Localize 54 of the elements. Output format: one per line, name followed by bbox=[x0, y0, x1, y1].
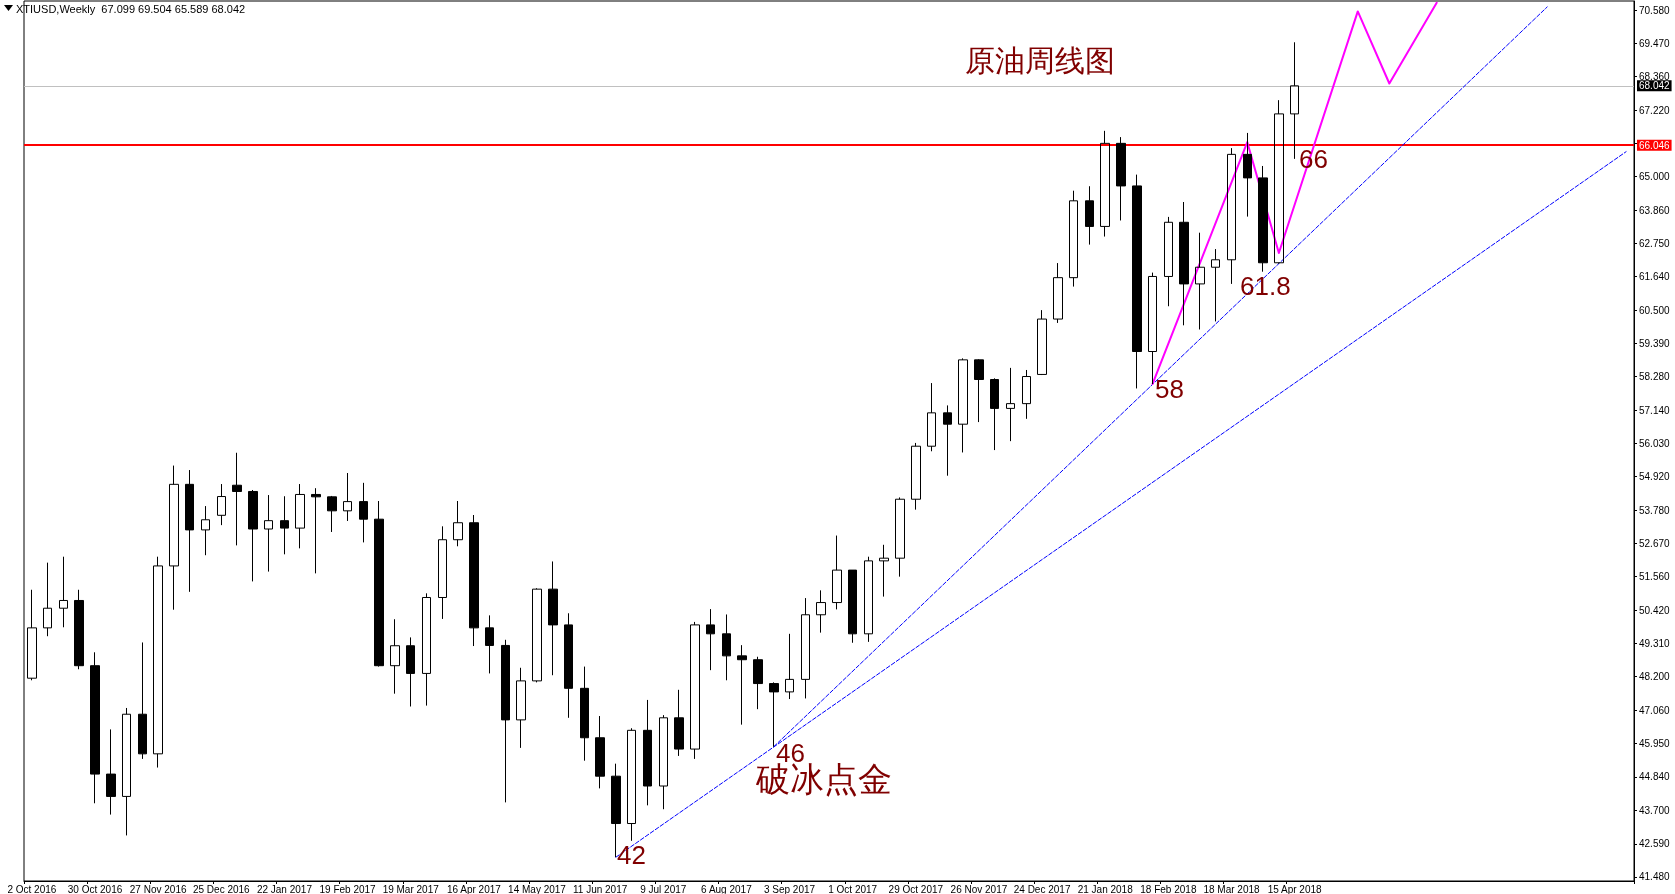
y-tick-label: 47.060 bbox=[1639, 705, 1671, 717]
y-tick-label: 49.310 bbox=[1639, 638, 1671, 650]
y-tick-label: 54.920 bbox=[1639, 471, 1671, 483]
y-tick-label: 53.780 bbox=[1639, 505, 1671, 517]
x-tick-label: 27 Nov 2016 bbox=[129, 883, 187, 894]
y-tick-label: 50.420 bbox=[1639, 605, 1671, 617]
y-tick-label: 41.480 bbox=[1639, 871, 1671, 883]
x-tick-label: 18 Mar 2018 bbox=[1203, 883, 1261, 894]
x-tick-label: 18 Feb 2018 bbox=[1140, 883, 1197, 894]
x-tick-label: 30 Oct 2016 bbox=[67, 883, 123, 894]
x-tick-label: 14 May 2017 bbox=[508, 883, 567, 894]
y-tick-label: 48.200 bbox=[1639, 671, 1671, 683]
y-tick-label: 45.950 bbox=[1639, 738, 1671, 750]
x-tick-label: 25 Dec 2016 bbox=[192, 883, 251, 894]
text: 原油周线图 bbox=[965, 42, 1115, 78]
y-tick-label: 67.220 bbox=[1639, 104, 1671, 116]
x-tick-label: 6 Aug 2017 bbox=[701, 883, 753, 894]
y-tick-label: 63.860 bbox=[1639, 204, 1671, 216]
y-tick-label: 58.280 bbox=[1639, 371, 1671, 383]
y-tick-label: 42.590 bbox=[1639, 838, 1671, 850]
x-tick-label: 19 Mar 2017 bbox=[382, 883, 440, 894]
y-tick-label: 61.640 bbox=[1639, 270, 1671, 282]
x-tick-label: 16 Apr 2017 bbox=[446, 883, 502, 894]
x-tick-label: 22 Jan 2017 bbox=[256, 883, 313, 894]
y-tick-label: 51.560 bbox=[1639, 571, 1671, 583]
x-tick-label: 2 Oct 2016 bbox=[7, 883, 57, 894]
x-tick-label: 24 Dec 2017 bbox=[1013, 883, 1071, 894]
x-tick-label: 9 Jul 2017 bbox=[640, 883, 687, 894]
y-tick-label: 65.000 bbox=[1639, 170, 1671, 182]
x-tick-label: 29 Oct 2017 bbox=[888, 883, 944, 894]
annotation: 42 bbox=[617, 840, 646, 870]
y-tick-label: 68.360 bbox=[1639, 70, 1671, 82]
y-tick-label: 52.670 bbox=[1639, 538, 1671, 550]
y-tick-label: 62.750 bbox=[1639, 237, 1671, 249]
ref-line-label: 68.042 bbox=[1639, 80, 1671, 92]
y-tick-label: 60.500 bbox=[1639, 304, 1671, 316]
y-tick-label: 59.390 bbox=[1639, 337, 1671, 349]
y-tick-label: 56.030 bbox=[1639, 438, 1671, 450]
x-tick-label: 15 Apr 2018 bbox=[1267, 883, 1323, 894]
annotation: 61.8 bbox=[1240, 271, 1291, 301]
x-tick-label: 11 Jun 2017 bbox=[572, 883, 628, 894]
ref-line-label: 66.046 bbox=[1639, 139, 1671, 151]
y-tick-label: 57.140 bbox=[1639, 404, 1671, 416]
x-tick-label: 19 Feb 2017 bbox=[319, 883, 377, 894]
x-tick-label: 1 Oct 2017 bbox=[828, 883, 878, 894]
y-tick-label: 43.700 bbox=[1639, 805, 1671, 817]
x-tick-label: 21 Jan 2018 bbox=[1077, 883, 1134, 894]
y-tick-label: 69.470 bbox=[1639, 37, 1671, 49]
x-tick-label: 26 Nov 2017 bbox=[950, 883, 1008, 894]
annotation: 58 bbox=[1155, 374, 1184, 404]
y-tick-label: 70.580 bbox=[1639, 4, 1671, 16]
x-tick-label: 3 Sep 2017 bbox=[763, 883, 816, 894]
annotation: XTIUSD,Weekly 67.099 69.504 65.589 68.042 bbox=[16, 2, 246, 15]
y-tick-label: 44.840 bbox=[1639, 771, 1671, 783]
